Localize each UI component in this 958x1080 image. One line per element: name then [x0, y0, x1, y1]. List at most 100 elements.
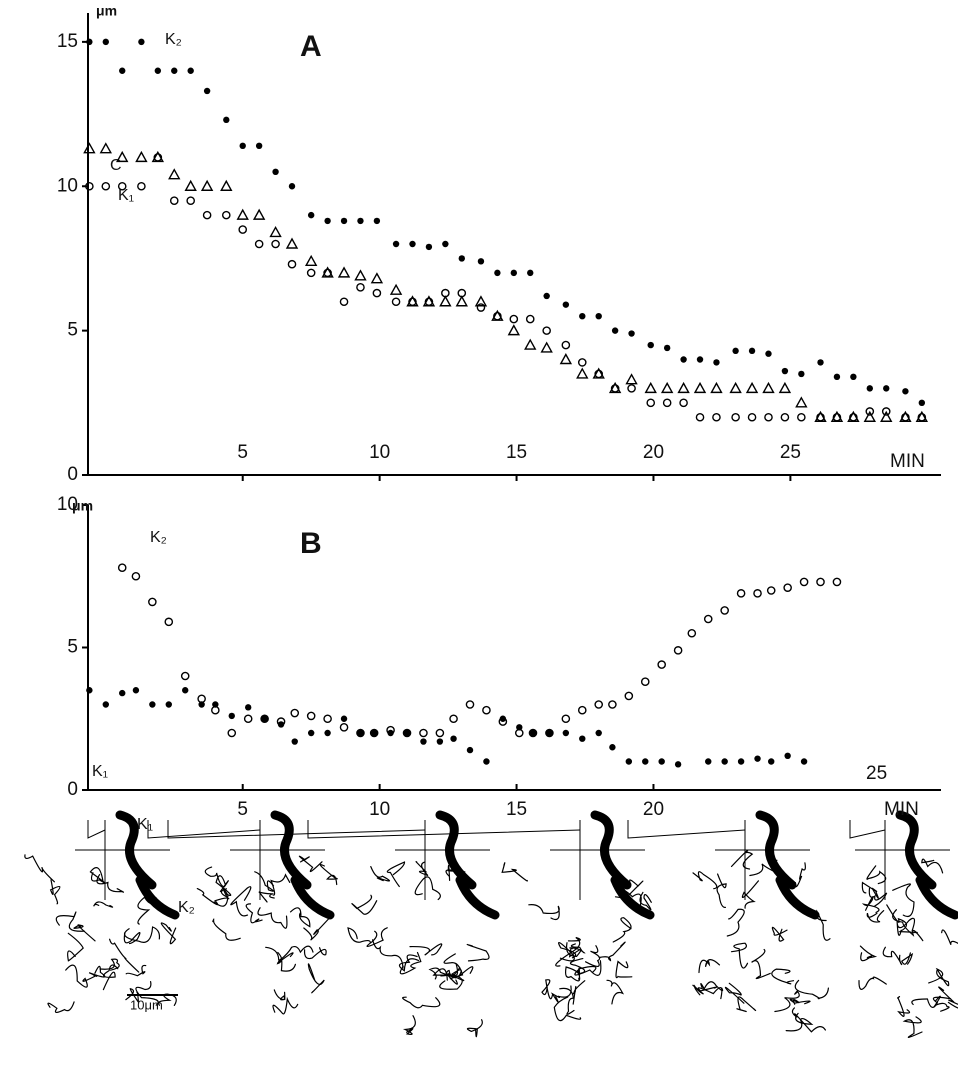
- point: [323, 714, 332, 724]
- point: [304, 254, 318, 267]
- chromosome-outline: [137, 896, 157, 925]
- point: [408, 297, 417, 307]
- x-tick-label: 5: [237, 799, 248, 820]
- connector: [87, 820, 106, 839]
- point: [477, 258, 485, 265]
- point: [455, 295, 468, 307]
- point: [577, 358, 587, 367]
- chromosome-drawings: [24, 810, 958, 1038]
- point: [693, 381, 707, 394]
- chromosome-k2: [610, 875, 655, 920]
- point: [527, 269, 534, 277]
- chromosome-outline: [639, 891, 652, 911]
- point: [799, 577, 809, 587]
- chromosome-outline: [555, 936, 581, 967]
- chromosome-outline: [791, 1007, 826, 1033]
- chromosome-outline: [370, 866, 391, 882]
- chromosome-outline: [692, 871, 718, 890]
- x-axis-label: MIN: [890, 451, 925, 472]
- point: [543, 292, 550, 300]
- chromosome-outline: [466, 943, 490, 962]
- point: [436, 738, 444, 745]
- point: [290, 708, 300, 718]
- chromosome-outline: [902, 1016, 923, 1038]
- point: [595, 729, 602, 737]
- chromosome-outline: [726, 908, 745, 937]
- point: [203, 87, 211, 95]
- point: [86, 687, 93, 694]
- point: [389, 283, 403, 295]
- chromosome-outline: [303, 915, 332, 941]
- point: [409, 240, 416, 248]
- point: [673, 646, 683, 655]
- chromosome-outline: [528, 904, 560, 921]
- point: [482, 705, 491, 715]
- chromosome-outline: [697, 986, 723, 1000]
- point: [705, 758, 712, 765]
- point: [745, 381, 759, 394]
- point: [729, 381, 742, 394]
- point: [644, 381, 657, 394]
- point: [228, 712, 235, 720]
- point: [674, 761, 682, 768]
- point: [768, 758, 775, 765]
- y-tick-label: 10: [57, 175, 78, 196]
- x-tick-label: 20: [643, 442, 664, 463]
- chromosome-outline: [859, 945, 878, 962]
- point: [797, 412, 806, 422]
- panel-title: B: [300, 527, 322, 560]
- point: [795, 396, 808, 408]
- point: [731, 412, 740, 422]
- point: [561, 714, 571, 724]
- point: [227, 728, 237, 738]
- point: [721, 758, 728, 765]
- y-tick-label: 10: [57, 494, 78, 515]
- point: [720, 606, 729, 615]
- point: [236, 208, 249, 220]
- point: [135, 150, 148, 163]
- y-tick-label: 0: [67, 779, 78, 800]
- point: [356, 283, 365, 292]
- chromosome-outline: [785, 1012, 814, 1032]
- point: [737, 758, 745, 765]
- chromosome-outline: [276, 951, 296, 972]
- point: [863, 410, 876, 422]
- point: [402, 728, 412, 738]
- chromosome-outline: [89, 867, 105, 884]
- point: [524, 338, 537, 350]
- chromosome-k2: [775, 875, 820, 920]
- chromosome-outline: [65, 964, 98, 988]
- point: [663, 344, 671, 352]
- point: [918, 399, 926, 407]
- chromosome-outline: [135, 981, 159, 1006]
- chromosome-outline: [941, 929, 958, 946]
- chromosome-outline: [399, 951, 422, 975]
- point: [307, 211, 315, 219]
- point: [83, 142, 96, 154]
- chromosome-outline: [928, 967, 950, 987]
- x-tick-label: 20: [643, 799, 664, 820]
- point: [713, 359, 720, 366]
- point: [474, 295, 488, 307]
- point: [499, 715, 507, 722]
- point: [252, 208, 266, 220]
- point: [509, 314, 519, 324]
- chromosome-outline: [196, 888, 230, 906]
- point: [291, 738, 298, 745]
- point: [624, 691, 634, 701]
- chromosome-outline: [230, 886, 252, 917]
- x-tick-label: 25: [780, 442, 801, 463]
- point: [99, 142, 112, 154]
- point: [546, 729, 553, 737]
- chromosome-outline: [789, 998, 811, 1005]
- point: [493, 311, 502, 321]
- chromosome-outline: [398, 954, 420, 972]
- chromosome-k2: [915, 875, 958, 920]
- connector: [307, 820, 581, 839]
- point: [307, 729, 315, 737]
- point: [373, 217, 381, 225]
- point: [202, 210, 212, 220]
- point: [425, 243, 433, 251]
- point: [370, 272, 384, 284]
- point: [576, 367, 589, 379]
